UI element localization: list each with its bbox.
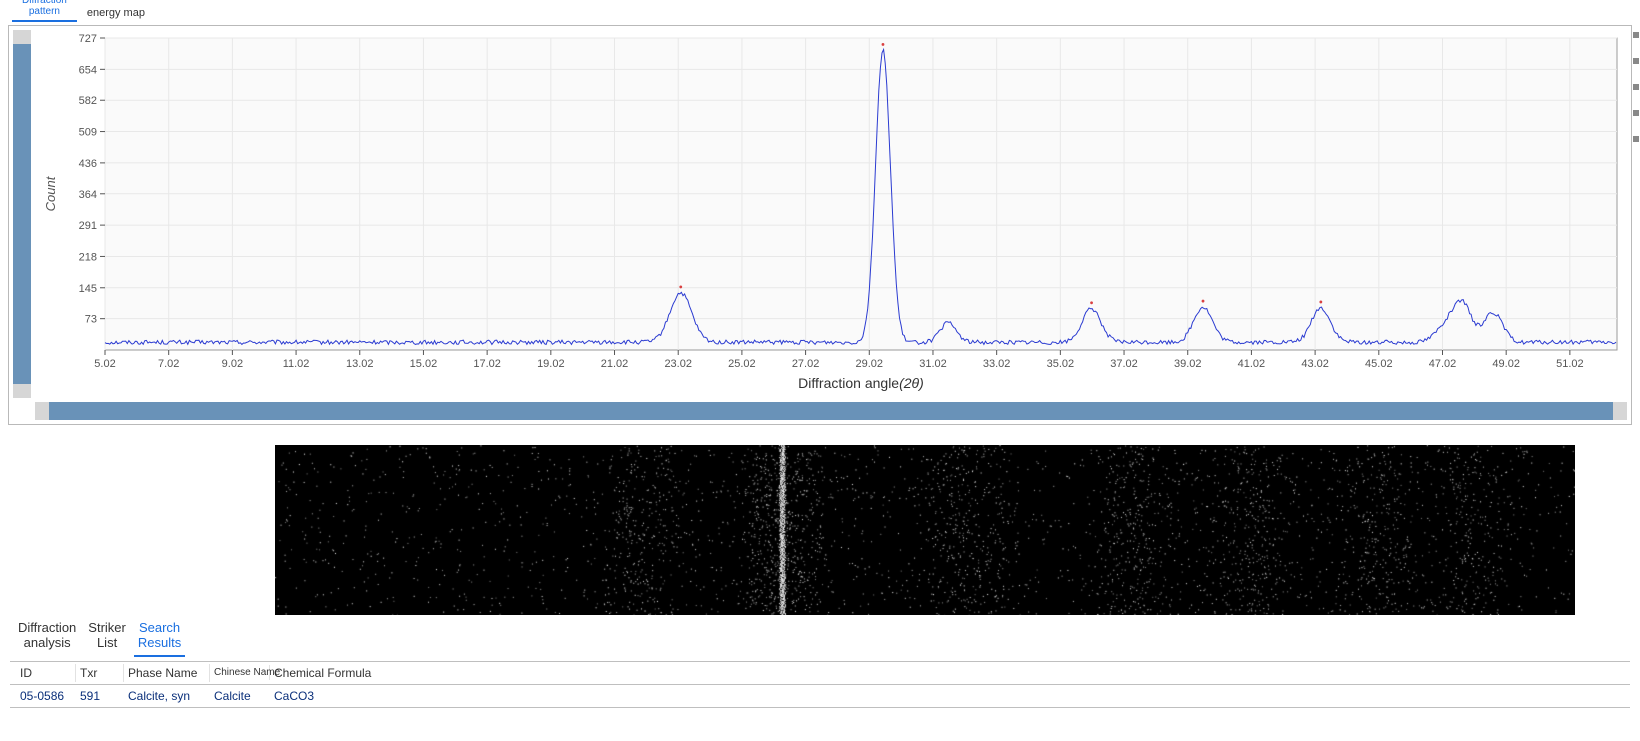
svg-text:509: 509 [79,127,97,139]
svg-text:364: 364 [79,189,97,201]
tab-label-line1: Striker [88,621,126,636]
tab-label-line2: List [88,636,126,651]
svg-text:33.02: 33.02 [983,358,1011,370]
svg-text:17.02: 17.02 [473,358,501,370]
tab-label-line2: Results [138,636,181,651]
col-txr[interactable]: Txr [76,664,124,682]
tab-label: energy map [87,7,145,19]
svg-text:Diffraction angle(2θ): Diffraction angle(2θ) [798,375,924,391]
tab-striker-list[interactable]: Striker List [84,619,130,657]
svg-text:5.02: 5.02 [94,358,115,370]
tab-label-line2: pattern [22,6,67,17]
chart-plot-area[interactable]: 727 654 582 509 436 364 291 218 145 73 5.02 7.02 9.0… [35,30,1627,398]
cell-id: 05-0586 [16,687,76,705]
diffraction-line-chart: 727 654 582 509 436 364 291 218 145 73 5.02 7.02 9.0… [35,30,1627,398]
svg-text:11.02: 11.02 [283,358,310,370]
top-tabs: Diffraction pattern energy map [0,0,1640,23]
svg-text:27.02: 27.02 [792,358,820,370]
col-chinese[interactable]: Chinese Name [210,665,270,680]
svg-text:21.02: 21.02 [601,358,629,370]
svg-text:25.02: 25.02 [728,358,756,370]
svg-text:73: 73 [85,314,97,326]
svg-text:51.02: 51.02 [1556,358,1584,370]
chart-panel: 727 654 582 509 436 364 291 218 145 73 5.02 7.02 9.0… [8,25,1632,425]
svg-text:13.02: 13.02 [346,358,374,370]
svg-text:727: 727 [79,33,97,45]
right-tool-gutter [1632,24,1640,432]
tab-energy-map[interactable]: energy map [77,5,155,22]
cell-chinese: Calcite [210,687,270,705]
svg-text:582: 582 [79,95,97,107]
svg-text:654: 654 [79,64,97,76]
bottom-tabs: Diffraction analysis Striker List Search… [0,615,1640,657]
svg-text:291: 291 [79,220,97,232]
svg-text:15.02: 15.02 [410,358,438,370]
gutter-icon[interactable] [1633,136,1639,142]
svg-text:31.02: 31.02 [919,358,947,370]
tab-diffraction-analysis[interactable]: Diffraction analysis [14,619,80,657]
svg-text:145: 145 [79,283,97,295]
svg-text:23.02: 23.02 [664,358,692,370]
svg-text:Count: Count [43,175,58,211]
gutter-icon[interactable] [1633,84,1639,90]
svg-text:7.02: 7.02 [158,358,179,370]
energy-map-band [275,445,1575,615]
tab-search-results[interactable]: Search Results [134,619,185,657]
cell-txr: 591 [76,687,124,705]
energy-map-canvas [275,445,1575,615]
chart-vertical-scrollbar[interactable] [13,30,31,398]
svg-text:35.02: 35.02 [1047,358,1075,370]
tab-label-line1: Diffraction [18,621,76,636]
svg-text:45.02: 45.02 [1365,358,1393,370]
svg-text:218: 218 [79,251,97,263]
results-table: ID Txr Phase Name Chinese Name Chemical … [10,661,1630,708]
gutter-icon[interactable] [1633,58,1639,64]
cell-formula: CaCO3 [270,687,410,705]
col-id[interactable]: ID [16,664,76,682]
table-row[interactable]: 05-0586 591 Calcite, syn Calcite CaCO3 [10,685,1630,707]
svg-text:29.02: 29.02 [856,358,884,370]
results-header-row: ID Txr Phase Name Chinese Name Chemical … [10,662,1630,685]
cell-phase: Calcite, syn [124,687,210,705]
svg-text:37.02: 37.02 [1110,358,1138,370]
gutter-icon[interactable] [1633,32,1639,38]
tab-label-line1: Search [138,621,181,636]
tab-diffraction-pattern[interactable]: Diffraction pattern [12,0,77,22]
svg-text:43.02: 43.02 [1301,358,1329,370]
svg-text:49.02: 49.02 [1492,358,1520,370]
svg-text:39.02: 39.02 [1174,358,1202,370]
col-phase[interactable]: Phase Name [124,664,210,682]
svg-text:41.02: 41.02 [1238,358,1266,370]
svg-text:9.02: 9.02 [222,358,243,370]
svg-text:19.02: 19.02 [537,358,565,370]
svg-text:47.02: 47.02 [1429,358,1457,370]
tab-label-line2: analysis [18,636,76,651]
chart-horizontal-scrollbar[interactable] [35,402,1627,420]
svg-text:436: 436 [79,158,97,170]
gutter-icon[interactable] [1633,110,1639,116]
col-formula[interactable]: Chemical Formula [270,664,410,682]
